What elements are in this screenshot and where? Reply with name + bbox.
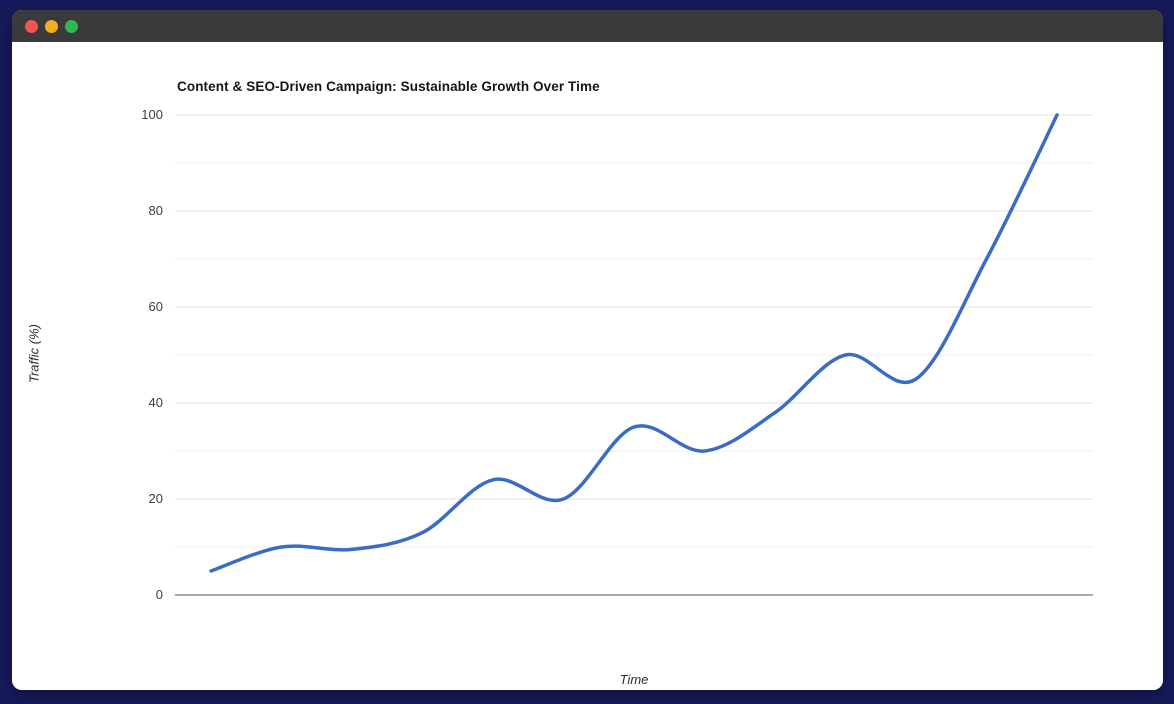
app-window: Content & SEO-Driven Campaign: Sustainab… [12,10,1163,690]
y-tick-label: 20 [148,491,163,506]
window-titlebar[interactable] [12,10,1163,42]
maximize-icon[interactable] [65,19,78,33]
y-tick-label: 0 [155,587,163,602]
minimize-icon[interactable] [45,19,58,33]
y-tick-label: 40 [148,395,163,410]
chart-title: Content & SEO-Driven Campaign: Sustainab… [177,79,600,94]
chart-area: Content & SEO-Driven Campaign: Sustainab… [12,42,1163,690]
y-tick-label: 100 [141,107,163,122]
close-icon[interactable] [25,19,38,33]
y-axis-title: Traffic (%) [26,324,42,383]
x-axis-title: Time [619,672,649,687]
y-tick-label: 80 [148,203,163,218]
traffic-growth-line [209,113,1059,573]
y-tick-label: 60 [148,299,163,314]
line-chart [175,113,1093,596]
